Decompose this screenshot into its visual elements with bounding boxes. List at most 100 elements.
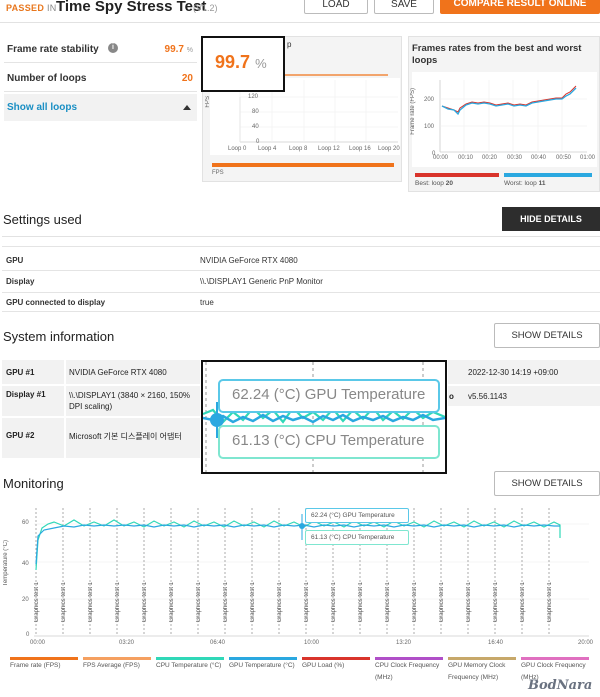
marker-label: Graphics test 1 <box>61 582 67 623</box>
settings-row-gpu-connected: GPU connected to display true <box>2 292 600 312</box>
divider <box>0 22 600 23</box>
y-tick: 0 <box>26 632 30 638</box>
load-button[interactable]: LOAD <box>304 0 368 14</box>
marker-label: Graphics test 1 <box>223 582 229 623</box>
show-all-loops-label: Show all loops <box>7 102 78 113</box>
caret-up-icon <box>183 105 191 110</box>
cpu-temperature-tooltip: 61.13 (°C) CPU Temperature <box>218 425 440 459</box>
passed-status: PASSED IN <box>6 3 57 13</box>
monitoring-chart-svg <box>34 508 589 637</box>
y-tick: 80 <box>252 109 259 115</box>
hide-details-button[interactable]: HIDE DETAILS <box>502 207 600 231</box>
legend-frame-rate[interactable]: Frame rate (FPS) <box>10 657 80 672</box>
legend-cpu-temperature[interactable]: CPU Temperature (°C) <box>156 657 226 672</box>
legend-gpu-clock[interactable]: GPU Clock Frequency (MHz) <box>521 657 596 684</box>
x-tick: Loop 0 <box>228 146 247 152</box>
gpu1-value-cell: NVIDIA GeForce RTX 4080 <box>66 360 200 384</box>
best-worst-chart-svg <box>439 80 587 153</box>
display1-label-cell: Display #1 <box>2 386 64 416</box>
number-of-loops-label: Number of loops <box>7 73 87 84</box>
settings-row-display: Display \\.\DISPLAY1 Generic PnP Monitor <box>2 270 600 292</box>
legend-gpu-memory-clock[interactable]: GPU Memory Clock Frequency (MHz) <box>448 657 518 684</box>
x-tick: 00:30 <box>507 155 523 161</box>
legend-gpu-temperature[interactable]: GPU Temperature (°C) <box>229 657 299 672</box>
number-of-loops-value: 20 <box>181 73 193 84</box>
legend-cpu-clock[interactable]: CPU Clock Frequency (MHz) <box>375 657 445 684</box>
setting-label: GPU connected to display <box>6 298 106 307</box>
y-tick: 20 <box>22 597 29 603</box>
x-tick: 00:50 <box>556 155 572 161</box>
best-loop-legend: Best: loop 20 <box>415 180 453 187</box>
gpu-temperature-tooltip: 62.24 (°C) GPU Temperature <box>218 379 440 413</box>
x-tick: Loop 16 <box>349 146 371 152</box>
compare-result-online-button[interactable]: COMPARE RESULT ONLINE <box>440 0 600 14</box>
x-tick: 00:20 <box>482 155 498 161</box>
marker-label: Graphics test 1 <box>412 582 418 623</box>
y-tick: 200 <box>424 97 435 103</box>
save-button[interactable]: SAVE <box>374 0 434 14</box>
monitoring-cpu-tooltip: 61.13 (°C) CPU Temperature <box>305 530 409 545</box>
marker-label: Graphics test 1 <box>169 582 175 623</box>
x-tick: Loop 20 <box>378 146 400 152</box>
setting-label: Display <box>6 277 35 286</box>
marker-label: Graphics test 1 <box>142 582 148 623</box>
x-tick: 00:10 <box>458 155 474 161</box>
info-icon[interactable]: i <box>108 43 118 53</box>
settings-row-gpu: GPU NVIDIA GeForce RTX 4080 <box>2 246 600 270</box>
y-tick: 0 <box>256 139 260 145</box>
page-title: Time Spy Stress Test <box>56 0 207 15</box>
watermark-logo: BodNara <box>528 678 593 693</box>
y-tick: 40 <box>22 561 29 567</box>
loop-marker-labels: Graphics test 1 Graphics test 1 Graphics… <box>34 582 594 632</box>
display1-value-cell: \\.\DISPLAY1 (3840 × 2160, 150% DPI scal… <box>66 386 200 416</box>
setting-value: NVIDIA GeForce RTX 4080 <box>200 256 298 265</box>
x-tick: 06:40 <box>210 640 226 646</box>
fps-legend-bar <box>212 163 394 167</box>
y-tick: 0 <box>432 151 436 157</box>
frame-rate-stability-row: Frame rate stability i 99.7 % <box>4 36 197 63</box>
y-tick: 40 <box>252 124 259 130</box>
x-tick: 00:00 <box>30 640 46 646</box>
best-loop-line <box>441 85 577 113</box>
marker-label: Graphics test 1 <box>304 582 310 623</box>
fps-legend-label: FPS <box>212 170 224 176</box>
x-tick: Loop 8 <box>289 146 308 152</box>
gpu1-label-cell: GPU #1 <box>2 360 64 384</box>
x-tick: 13:20 <box>396 640 412 646</box>
stability-zoom-callout: 99.7 % <box>201 36 285 92</box>
best-worst-title: Frames rates from the best and worst loo… <box>412 43 582 66</box>
x-tick: 00:40 <box>531 155 547 161</box>
x-tick: 10:00 <box>304 640 320 646</box>
x-tick: 03:20 <box>119 640 135 646</box>
marker-label: Graphics test 1 <box>358 582 364 623</box>
worst-legend-bar <box>504 173 592 177</box>
x-tick: 16:40 <box>488 640 504 646</box>
settings-used-title: Settings used <box>3 212 82 227</box>
gpu2-label-cell: GPU #2 <box>2 418 64 458</box>
frame-rate-stability-label: Frame rate stability <box>7 44 99 55</box>
stability-fps-line <box>270 74 388 76</box>
legend-fps-average[interactable]: FPS Average (FPS) <box>83 657 153 672</box>
temperature-zoom-callout: 62.24 (°C) GPU Temperature 61.13 (°C) CP… <box>201 360 447 474</box>
y-tick: 100 <box>424 124 435 130</box>
marker-label: Graphics test 1 <box>439 582 445 623</box>
marker-label: Graphics test 1 <box>466 582 472 623</box>
y-tick: 120 <box>248 94 259 100</box>
show-all-loops-toggle[interactable]: Show all loops <box>4 94 197 121</box>
monitoring-gpu-tooltip: 62.24 (°C) GPU Temperature <box>305 508 409 523</box>
marker-label: Graphics test 1 <box>547 582 553 623</box>
version-label: (V1.2) <box>193 3 218 13</box>
marker-label: Graphics test 1 <box>34 582 40 623</box>
marker-label: Graphics test 1 <box>385 582 391 623</box>
show-details-button[interactable]: SHOW DETAILS <box>494 323 600 348</box>
frame-rate-stability-value: 99.7 % <box>164 44 193 55</box>
cpu-temperature-line <box>35 519 561 571</box>
temperature-axis-label: Temperature (°C) <box>3 540 9 587</box>
setting-label: GPU <box>6 256 24 265</box>
legend-gpu-load[interactable]: GPU Load (%) <box>302 657 372 672</box>
marker-label: Graphics test 1 <box>115 582 121 623</box>
fps-axis-label: FPS <box>205 96 211 108</box>
system-information-title: System information <box>3 329 115 344</box>
frame-rate-axis-label: Frame rate (FPS) <box>410 88 416 135</box>
monitoring-show-details-button[interactable]: SHOW DETAILS <box>494 471 600 496</box>
